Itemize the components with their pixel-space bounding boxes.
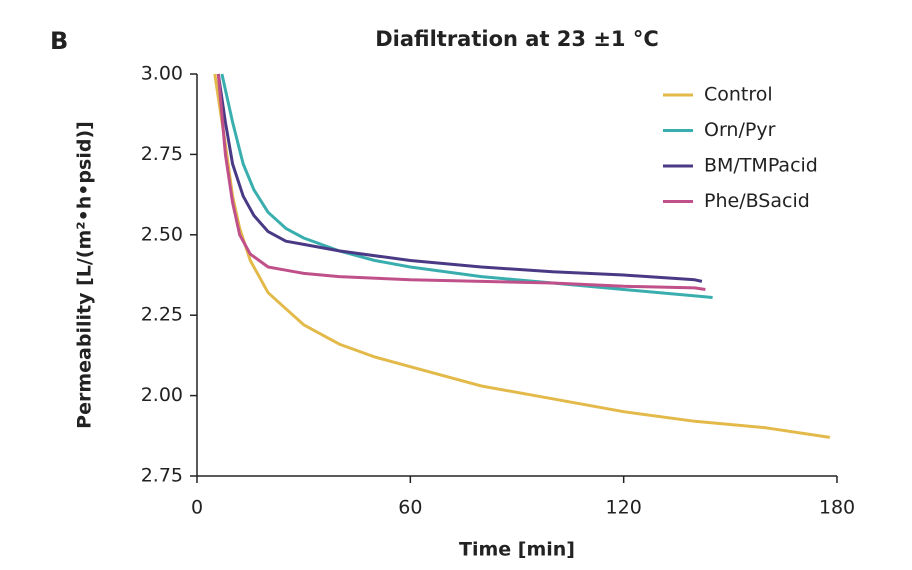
x-tick-label: 60 [398,497,422,519]
line [216,73,706,291]
x-tick-label: 120 [606,497,642,519]
y-tick-label: 3.00 [141,63,183,85]
legend-label: Control [704,84,773,106]
y-axis-label: Permeability [L/(m²•h•psid)] [74,121,96,429]
panel-label: B [50,27,68,55]
line [220,73,713,299]
x-tick-label: 180 [819,497,855,519]
y-tick-label: 2.75 [141,143,183,165]
line [216,73,703,283]
chart-title: Diafiltration at 23 ±1 °C [375,27,659,51]
y-tick-label: 2.50 [141,223,183,245]
x-axis-label: Time [min] [459,539,575,561]
y-tick-label: 2.75 [141,465,183,487]
legend-label: Orn/Pyr [704,119,776,141]
y-tick-label: 2.00 [141,384,183,406]
x-tick-label: 0 [191,497,203,519]
legend-label: Phe/BSacid [704,190,810,212]
legend-label: BM/TMPacid [704,155,818,177]
y-tick-label: 2.25 [141,304,183,326]
